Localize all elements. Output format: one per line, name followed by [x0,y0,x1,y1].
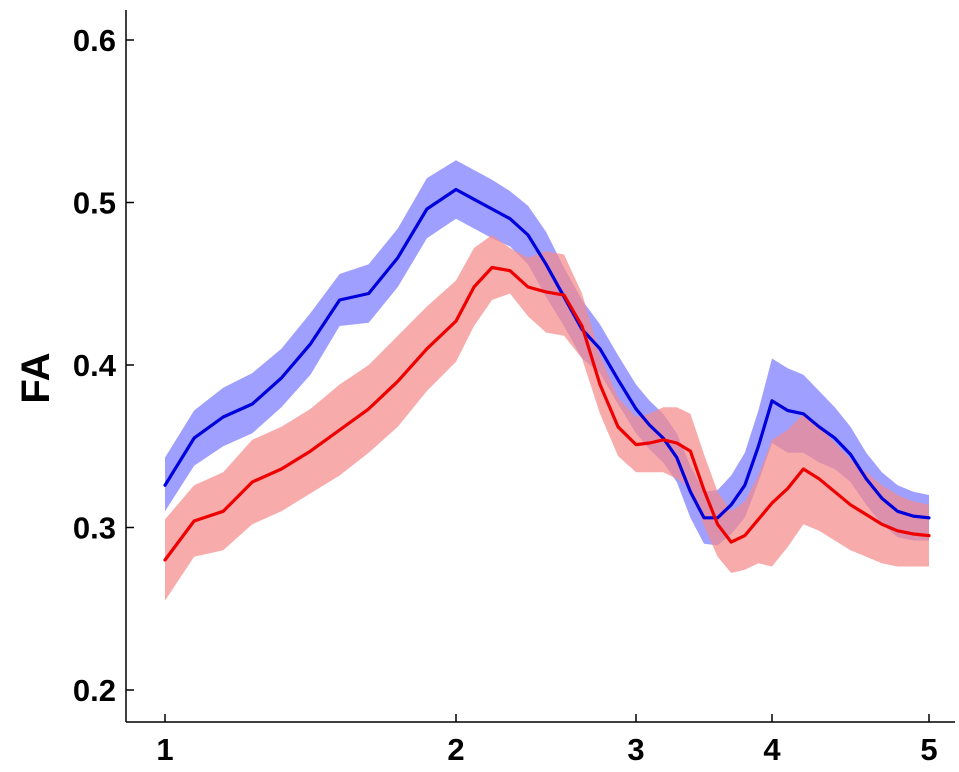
y-tick-label: 0.5 [73,186,116,221]
series-1-line [163,187,931,520]
y-axis-label: FA [14,352,58,403]
series-2-line [163,265,931,562]
y-tick-label: 0.6 [73,23,116,58]
x-tick-label: 3 [627,732,644,767]
series-lines [163,187,931,562]
x-tick-label: 5 [920,732,937,767]
series-2-band [165,235,929,601]
y-tick-label: 0.3 [73,511,116,546]
series-1-band [165,160,929,546]
confidence-bands [165,160,929,601]
x-tick-label: 1 [156,732,173,767]
y-tick-label: 0.4 [73,348,117,383]
axes: 0.2 0.3 0.4 0.5 0.6 1 2 3 4 5 [73,10,955,767]
y-tick-label: 0.2 [73,673,116,708]
x-tick-label: 2 [447,732,464,767]
x-tick-label: 4 [763,732,781,767]
